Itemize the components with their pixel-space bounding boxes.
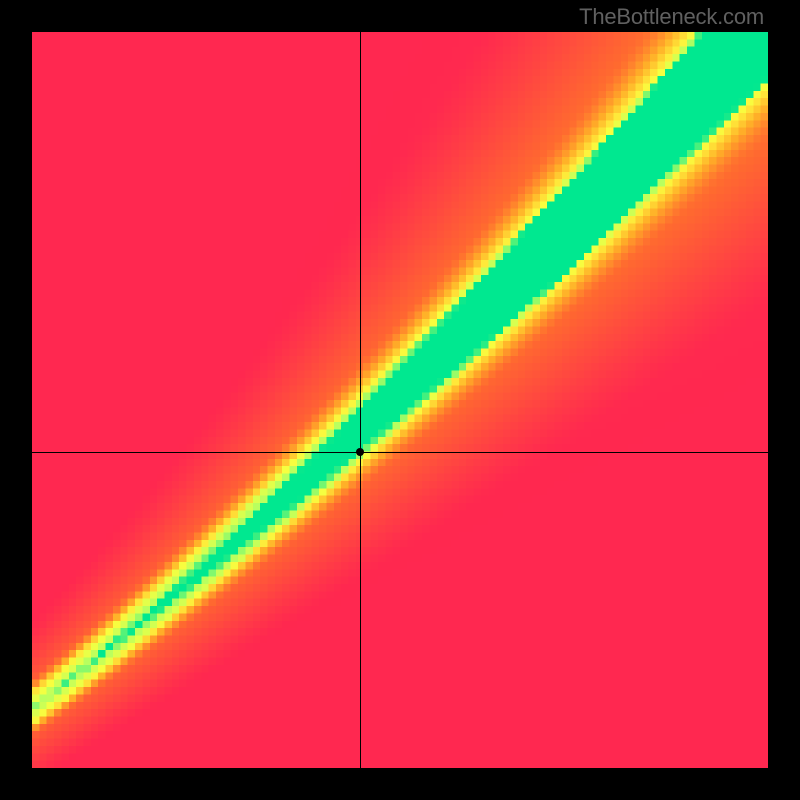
crosshair-horizontal <box>32 452 768 453</box>
selected-point-dot <box>356 448 364 456</box>
heatmap-canvas <box>32 32 768 768</box>
crosshair-vertical <box>360 32 361 768</box>
plot-area <box>32 32 768 768</box>
watermark-text: TheBottleneck.com <box>579 4 764 30</box>
